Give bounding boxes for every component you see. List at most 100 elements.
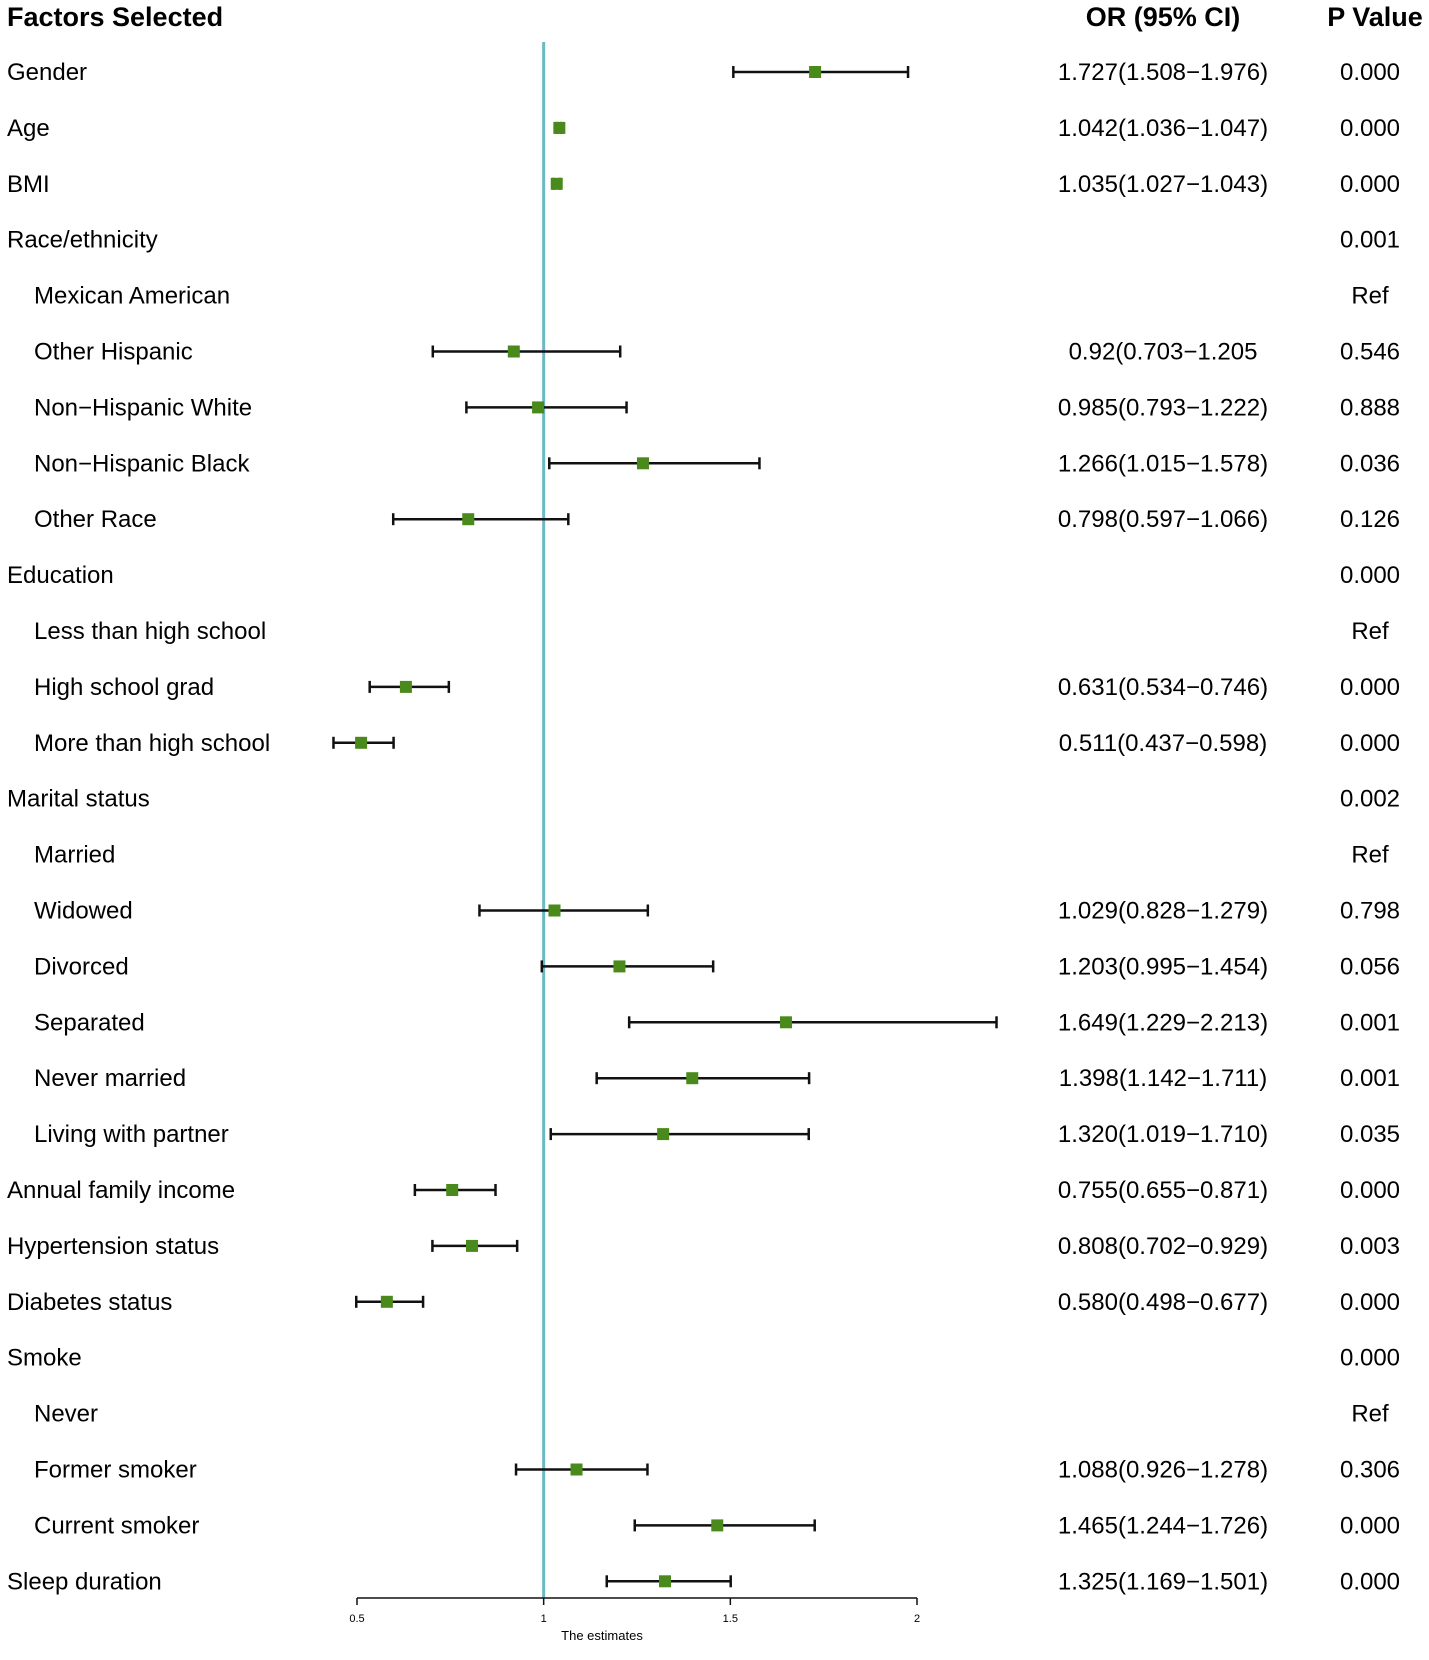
p-value: 0.888 [1340, 394, 1400, 421]
p-value: 0.546 [1340, 339, 1400, 366]
estimate-marker [659, 1575, 671, 1588]
p-value: 0.000 [1340, 115, 1400, 142]
p-value: 0.035 [1340, 1121, 1400, 1148]
row-label: Age [7, 115, 50, 142]
row-label: Widowed [34, 898, 133, 925]
forest-row: Other Hispanic 0.92(0.703−1.205 0.546 [34, 339, 1400, 366]
row-label: Other Race [34, 506, 157, 533]
estimate-marker [462, 513, 475, 526]
estimate-marker [507, 345, 520, 358]
forest-row: Non−Hispanic White 0.985(0.793−1.222) 0.88… [34, 394, 1400, 421]
forest-row: Gender 1.727(1.508−1.976) 0.000 [7, 59, 1400, 86]
or-ci-value: 0.755(0.655−0.871) [1058, 1177, 1268, 1204]
estimate-marker [550, 177, 563, 190]
forest-row: More than high school 0.511(0.437−0.598) 0… [34, 730, 1400, 757]
header-factors: Factors Selected [7, 2, 223, 32]
row-label: Sleep duration [7, 1568, 162, 1595]
row-label: Mexican American [34, 283, 230, 310]
p-value: 0.000 [1340, 59, 1400, 86]
forest-row: Smoke 0.000 [7, 1345, 1400, 1372]
or-ci-value: 1.398(1.142−1.711) [1059, 1065, 1267, 1092]
estimate-marker [570, 1463, 583, 1476]
forest-row: Hypertension status 0.808(0.702−0.929) 0.0… [7, 1233, 1400, 1260]
or-ci-value: 0.985(0.793−1.222) [1058, 394, 1268, 421]
row-label: Non−Hispanic Black [34, 450, 250, 477]
row-label: Current smoker [34, 1512, 199, 1539]
x-tick-label: 1 [541, 1613, 547, 1625]
forest-row: Annual family income 0.755(0.655−0.871) 0.… [7, 1177, 1400, 1204]
estimate-marker [548, 904, 561, 917]
row-label: Separated [34, 1009, 145, 1036]
or-ci-value: 0.631(0.534−0.746) [1058, 674, 1268, 701]
or-ci-value: 1.465(1.244−1.726) [1058, 1512, 1268, 1539]
forest-row: Race/ethnicity 0.001 [7, 227, 1400, 254]
forest-row: Former smoker 1.088(0.926−1.278) 0.306 [34, 1457, 1400, 1484]
forest-row: Divorced 1.203(0.995−1.454) 0.056 [34, 953, 1400, 980]
forest-row: Never married 1.398(1.142−1.711) 0.001 [34, 1065, 1400, 1092]
or-ci-value: 1.035(1.027−1.043) [1058, 171, 1268, 198]
estimate-marker [809, 66, 822, 78]
row-label: Other Hispanic [34, 339, 193, 366]
row-label: Diabetes status [7, 1289, 172, 1316]
x-axis: 0.5 1 1.5 2 [349, 1597, 920, 1625]
p-value: 0.000 [1340, 1345, 1400, 1372]
p-value: 0.126 [1340, 506, 1400, 533]
x-tick-label: 1.5 [723, 1613, 738, 1625]
forest-row: Age 1.042(1.036−1.047) 0.000 [7, 115, 1400, 142]
forest-row: Other Race 0.798(0.597−1.066) 0.126 [34, 506, 1400, 533]
p-value: 0.000 [1340, 674, 1400, 701]
p-value: 0.002 [1340, 786, 1400, 813]
estimate-marker [613, 960, 626, 973]
p-value: 0.000 [1340, 730, 1400, 757]
row-label: Divorced [34, 953, 129, 980]
or-ci-value: 0.798(0.597−1.066) [1058, 506, 1268, 533]
forest-row: High school grad 0.631(0.534−0.746) 0.000 [34, 674, 1400, 701]
p-value: 0.001 [1340, 1065, 1400, 1092]
forest-row: Living with partner 1.320(1.019−1.710) 0.0… [34, 1121, 1400, 1148]
or-ci-value: 1.042(1.036−1.047) [1058, 115, 1268, 142]
row-label: Married [34, 842, 115, 869]
row-label: Hypertension status [7, 1233, 219, 1260]
estimate-marker [380, 1295, 393, 1308]
row-label: Never [34, 1401, 98, 1428]
or-ci-value: 1.088(0.926−1.278) [1058, 1457, 1268, 1484]
forest-row: Separated 1.649(1.229−2.213) 0.001 [34, 1009, 1400, 1036]
row-label: Living with partner [34, 1121, 229, 1148]
row-label: Never married [34, 1065, 186, 1092]
forest-row: Sleep duration 1.325(1.169−1.501) 0.000 [7, 1568, 1400, 1595]
p-value: 0.036 [1340, 450, 1400, 477]
estimate-marker [779, 1016, 792, 1029]
forest-row: Marital status 0.002 [7, 786, 1400, 813]
forest-row: Never Ref [34, 1401, 1389, 1428]
row-label: More than high school [34, 730, 270, 757]
forest-row: Current smoker 1.465(1.244−1.726) 0.000 [34, 1512, 1400, 1539]
x-axis-label: The estimates [561, 1628, 643, 1643]
p-value: 0.056 [1340, 953, 1400, 980]
forest-row: Mexican American Ref [34, 283, 1389, 310]
or-ci-value: 1.029(0.828−1.279) [1058, 898, 1268, 925]
p-value: 0.000 [1340, 1568, 1400, 1595]
or-ci-value: 0.92(0.703−1.205 [1069, 339, 1258, 366]
or-ci-value: 1.203(0.995−1.454) [1058, 953, 1268, 980]
or-ci-value: 1.320(1.019−1.710) [1058, 1121, 1268, 1148]
or-ci-value: 1.649(1.229−2.213) [1058, 1009, 1268, 1036]
row-label: Annual family income [7, 1177, 235, 1204]
p-value: Ref [1351, 283, 1389, 310]
estimate-marker [657, 1128, 670, 1141]
row-label: Former smoker [34, 1457, 197, 1484]
header-p-value: P Value [1327, 2, 1423, 32]
forest-row: Education 0.000 [7, 562, 1400, 589]
p-value: 0.306 [1340, 1457, 1400, 1484]
estimate-marker [532, 401, 545, 414]
or-ci-value: 0.511(0.437−0.598) [1059, 730, 1267, 757]
forest-row: Married Ref [34, 842, 1389, 869]
row-label: Gender [7, 59, 87, 86]
row-label: Less than high school [34, 618, 266, 645]
forest-row: BMI 1.035(1.027−1.043) 0.000 [7, 171, 1400, 198]
estimate-marker [711, 1519, 724, 1532]
estimate-marker [446, 1184, 459, 1196]
p-value: 0.000 [1340, 1177, 1400, 1204]
row-label: Race/ethnicity [7, 227, 158, 254]
p-value: Ref [1351, 1401, 1389, 1428]
p-value: 0.001 [1340, 227, 1400, 254]
